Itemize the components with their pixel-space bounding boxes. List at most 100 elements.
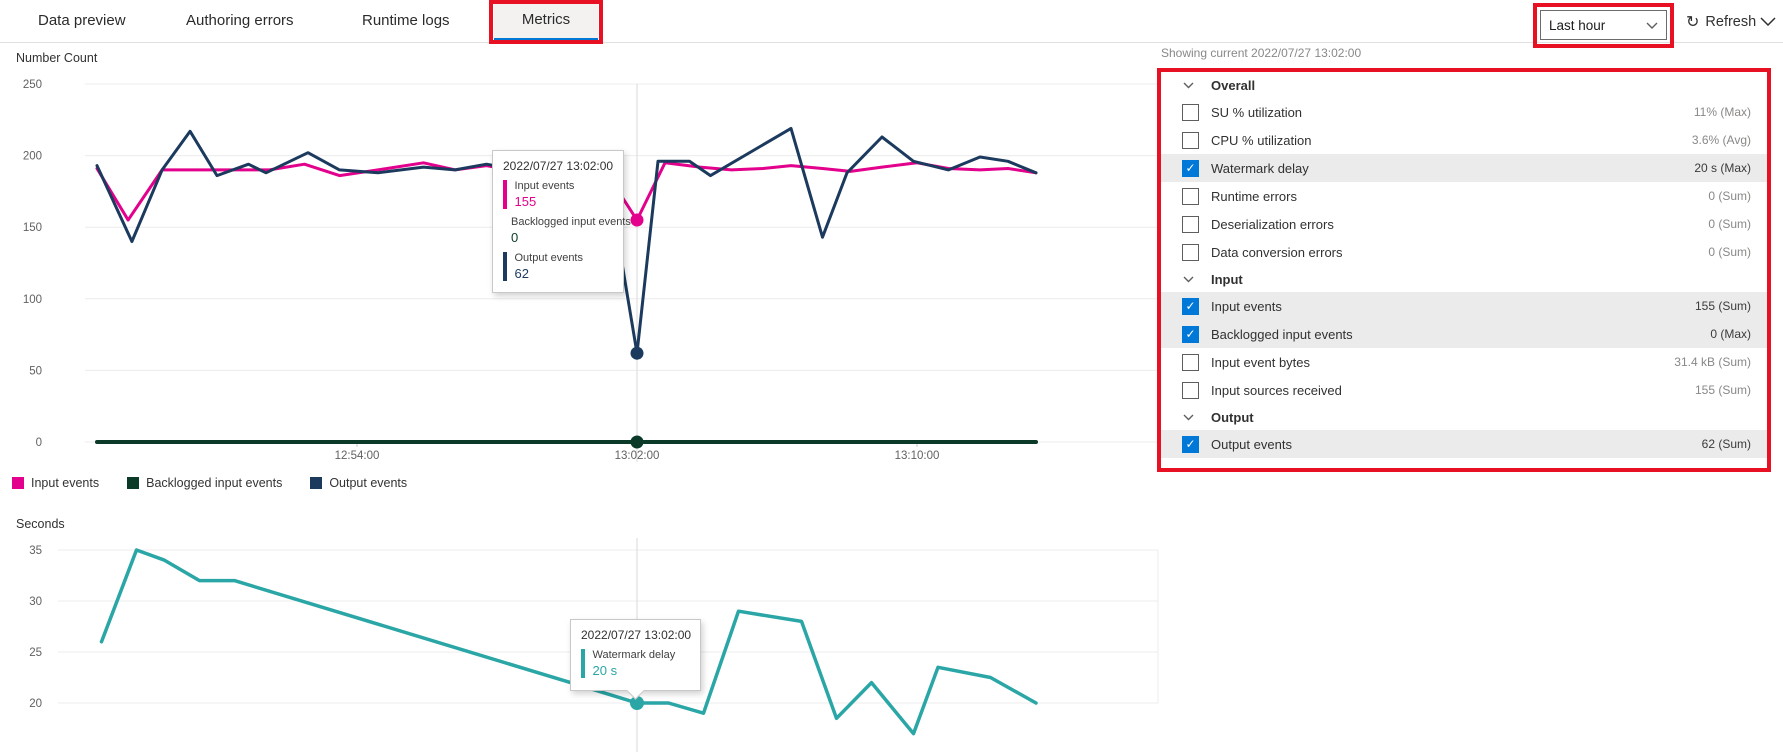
tooltip-color-bar bbox=[503, 252, 507, 281]
watermark-chart-title: Seconds bbox=[16, 517, 65, 531]
metric-checkbox[interactable]: ✓ bbox=[1182, 435, 1199, 453]
metric-row[interactable]: ✓ Output events 62 (Sum) bbox=[1161, 430, 1767, 458]
metrics-panel: Overall SU % utilization 11% (Max) CPU % ut… bbox=[1161, 72, 1767, 458]
tooltip-timestamp: 2022/07/27 13:02:00 bbox=[503, 159, 614, 173]
metric-checkbox[interactable] bbox=[1182, 103, 1199, 121]
svg-text:30: 30 bbox=[29, 596, 42, 608]
svg-text:13:02:00: 13:02:00 bbox=[615, 450, 660, 462]
metric-value: 31.4 kB (Sum) bbox=[1674, 355, 1751, 369]
metric-checkbox[interactable]: ✓ bbox=[1182, 325, 1199, 343]
svg-text:13:10:00: 13:10:00 bbox=[895, 450, 940, 462]
section-label: Overall bbox=[1211, 77, 1256, 93]
section-chevron-icon bbox=[1183, 414, 1194, 420]
tab-authoring-errors[interactable]: Authoring errors bbox=[186, 12, 294, 29]
series-marker-dot bbox=[630, 213, 644, 227]
tooltip-series-label: Watermark delay bbox=[592, 649, 676, 661]
metric-label: CPU % utilization bbox=[1211, 132, 1312, 148]
svg-text:35: 35 bbox=[29, 545, 42, 557]
tooltip-timestamp: 2022/07/27 13:02:00 bbox=[581, 628, 692, 642]
metric-row[interactable]: SU % utilization 11% (Max) bbox=[1161, 98, 1767, 126]
svg-text:12:54:00: 12:54:00 bbox=[335, 450, 380, 462]
tab-data-preview[interactable]: Data preview bbox=[38, 12, 126, 29]
svg-text:20: 20 bbox=[29, 698, 42, 710]
metric-checkbox[interactable]: ✓ bbox=[1182, 297, 1199, 315]
time-range-value: Last hour bbox=[1549, 17, 1606, 33]
metric-row[interactable]: Input event bytes 31.4 kB (Sum) bbox=[1161, 348, 1767, 376]
svg-text:0: 0 bbox=[36, 437, 42, 449]
tooltip-series-value: 155 bbox=[514, 194, 537, 209]
metric-section-header-output[interactable]: Output bbox=[1161, 404, 1767, 430]
metric-checkbox[interactable] bbox=[1182, 353, 1199, 371]
metric-row[interactable]: Data conversion errors 0 (Sum) bbox=[1161, 238, 1767, 266]
metric-row[interactable]: ✓ Input events 155 (Sum) bbox=[1161, 292, 1767, 320]
metric-checkbox[interactable] bbox=[1182, 187, 1199, 205]
tooltip-series-value: 0 bbox=[511, 230, 519, 245]
metric-value: 62 (Sum) bbox=[1701, 437, 1751, 451]
legend-label: Backlogged input events bbox=[146, 476, 283, 490]
legend-swatch-icon bbox=[310, 477, 323, 489]
section-chevron-icon bbox=[1183, 82, 1194, 88]
time-range-select[interactable]: Last hour bbox=[1540, 10, 1667, 40]
legend-item[interactable]: Output events bbox=[310, 476, 407, 490]
legend-swatch-icon bbox=[127, 477, 140, 489]
metric-label: Input events bbox=[1211, 298, 1282, 314]
legend-label: Input events bbox=[31, 476, 100, 490]
metric-label: Input sources received bbox=[1211, 382, 1342, 398]
metric-checkbox[interactable] bbox=[1182, 381, 1199, 399]
showing-current-label: Showing current 2022/07/27 13:02:00 bbox=[1161, 46, 1362, 60]
refresh-label: Refresh bbox=[1705, 14, 1757, 30]
metric-row[interactable]: ✓ Backlogged input events 0 (Max) bbox=[1161, 320, 1767, 348]
metric-checkbox[interactable] bbox=[1182, 215, 1199, 233]
metric-row[interactable]: CPU % utilization 3.6% (Avg) bbox=[1161, 126, 1767, 154]
refresh-button[interactable]: ↻ Refresh bbox=[1686, 12, 1756, 32]
svg-text:25: 25 bbox=[29, 647, 42, 659]
metric-section-header-input[interactable]: Input bbox=[1161, 266, 1767, 292]
events-chart-legend: Input events Backlogged input events Outpu… bbox=[12, 476, 407, 490]
metric-label: Deserialization errors bbox=[1211, 216, 1334, 232]
metric-label: SU % utilization bbox=[1211, 104, 1303, 120]
metric-value: 155 (Sum) bbox=[1694, 383, 1751, 397]
metric-checkbox[interactable]: ✓ bbox=[1182, 159, 1199, 177]
metric-section-header-overall[interactable]: Overall bbox=[1161, 72, 1767, 98]
metric-checkbox[interactable] bbox=[1182, 243, 1199, 261]
metric-row[interactable]: ✓ Watermark delay 20 s (Max) bbox=[1161, 154, 1767, 182]
tooltip-series-value: 20 s bbox=[592, 663, 618, 678]
metric-row[interactable]: Deserialization errors 0 (Sum) bbox=[1161, 210, 1767, 238]
svg-text:150: 150 bbox=[23, 222, 42, 234]
tooltip-item: Watermark delay 20 s bbox=[581, 649, 690, 678]
svg-text:250: 250 bbox=[23, 79, 42, 91]
metric-value: 3.6% (Avg) bbox=[1691, 133, 1751, 147]
section-label: Input bbox=[1211, 271, 1243, 287]
metric-label: Backlogged input events bbox=[1211, 326, 1353, 342]
metric-row[interactable]: Input sources received 155 (Sum) bbox=[1161, 376, 1767, 404]
metric-value: 0 (Sum) bbox=[1708, 245, 1751, 259]
tooltip-series-value: 62 bbox=[514, 266, 529, 281]
metric-row[interactable]: Runtime errors 0 (Sum) bbox=[1161, 182, 1767, 210]
events-tooltip: 2022/07/27 13:02:00 Input events 155 Backl… bbox=[492, 150, 631, 293]
metric-label: Runtime errors bbox=[1211, 188, 1297, 204]
metric-label: Input event bytes bbox=[1211, 354, 1311, 370]
metric-label: Output events bbox=[1211, 436, 1292, 452]
events-chart-title: Number Count bbox=[16, 51, 98, 65]
metric-value: 155 (Sum) bbox=[1694, 299, 1751, 313]
tooltip-item: Output events 62 bbox=[503, 252, 613, 281]
tab-metrics[interactable]: Metrics bbox=[494, 0, 598, 41]
metric-value: 0 (Max) bbox=[1710, 327, 1751, 341]
legend-item[interactable]: Input events bbox=[12, 476, 99, 490]
svg-text:50: 50 bbox=[29, 365, 42, 377]
tooltip-item: Backlogged input events 0 bbox=[503, 216, 631, 245]
tab-runtime-logs[interactable]: Runtime logs bbox=[362, 12, 450, 29]
legend-item[interactable]: Backlogged input events bbox=[127, 476, 282, 490]
tooltip-series-label: Backlogged input events bbox=[511, 216, 631, 228]
metric-label: Watermark delay bbox=[1211, 160, 1309, 176]
tooltip-color-bar bbox=[503, 180, 507, 209]
legend-label: Output events bbox=[329, 476, 408, 490]
metric-label: Data conversion errors bbox=[1211, 244, 1343, 260]
metric-value: 20 s (Max) bbox=[1694, 161, 1751, 175]
series-marker-dot bbox=[630, 346, 644, 360]
collapse-chevron-icon[interactable] bbox=[1760, 17, 1776, 26]
metric-checkbox[interactable] bbox=[1182, 131, 1199, 149]
watermark-tooltip: 2022/07/27 13:02:00 Watermark delay 20 s bbox=[570, 619, 701, 700]
tooltip-pointer bbox=[626, 681, 645, 700]
